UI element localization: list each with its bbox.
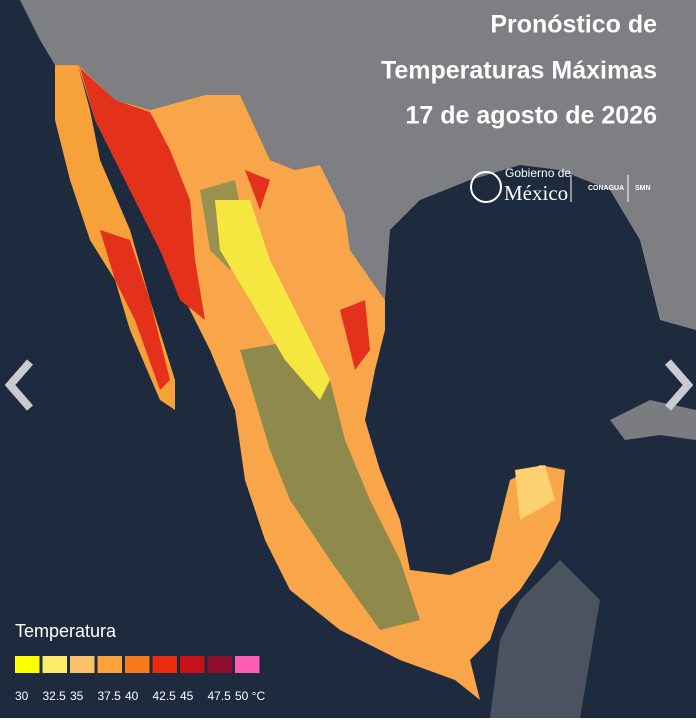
- legend-label: 45: [180, 689, 194, 703]
- legend-swatch: [152, 656, 177, 673]
- hot-region: [80, 68, 205, 320]
- legend-swatch: [15, 656, 40, 673]
- title-line: Pronóstico de: [490, 11, 657, 39]
- previous-arrow[interactable]: [4, 359, 34, 411]
- logo-text: México: [504, 181, 568, 205]
- central-america: [490, 560, 600, 718]
- legend-label: 47.5: [208, 689, 232, 703]
- logo-text: Gobierno de: [505, 166, 571, 180]
- warm-band: [215, 200, 330, 400]
- legend: 30 32.5 35 37.5 40 42.5 45 47.5 50 °C: [15, 656, 265, 703]
- legend-swatch: [125, 656, 150, 673]
- legend-swatch: [97, 656, 122, 673]
- legend-swatch: [180, 656, 205, 673]
- legend-swatch: [42, 656, 67, 673]
- hot-region: [245, 170, 270, 210]
- legend-label: 37.5: [98, 689, 122, 703]
- logo-text: SMN: [635, 185, 651, 192]
- legend-swatch: [70, 656, 95, 673]
- legend-label: 35: [70, 689, 84, 703]
- cool-region: [240, 340, 420, 630]
- legend-label: 30: [15, 689, 29, 703]
- legend-label: 42.5: [153, 689, 177, 703]
- cuba: [610, 400, 696, 440]
- next-arrow[interactable]: [664, 359, 694, 411]
- legend-label: 32.5: [43, 689, 67, 703]
- title-line: Temperaturas Máximas: [381, 57, 657, 85]
- legend-label: 40: [125, 689, 139, 703]
- gobierno-emblem: [470, 171, 502, 203]
- legend-label: 50 °C: [235, 689, 265, 703]
- title-line: 17 de agosto de 2026: [405, 102, 657, 130]
- hot-region: [340, 300, 370, 370]
- warm-band: [515, 465, 555, 520]
- logo-text: CONAGUA: [588, 185, 624, 192]
- legend-title: Temperatura: [15, 621, 117, 641]
- hot-region: [100, 230, 170, 390]
- legend-swatch: [235, 656, 260, 673]
- north-america-land: [0, 0, 696, 330]
- legend-swatch: [207, 656, 232, 673]
